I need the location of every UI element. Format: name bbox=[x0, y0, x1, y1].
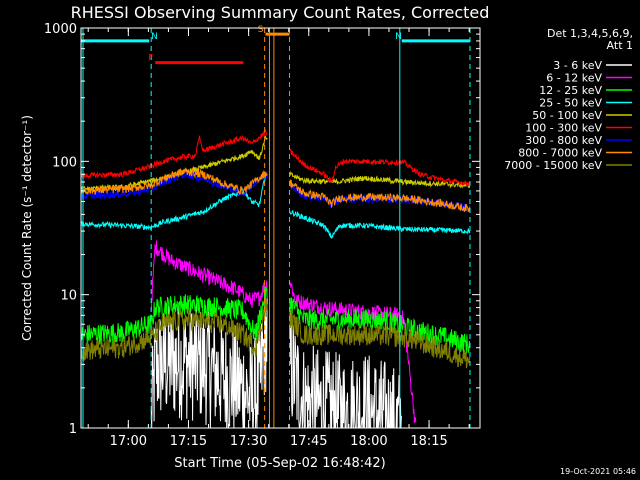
legend-label-3: 25 - 50 keV bbox=[539, 97, 602, 110]
footer-date: 19-Oct-2021 05:46 bbox=[560, 467, 636, 476]
annotation-label-1: N bbox=[395, 32, 402, 42]
y-axis-label: Corrected Count Rate (s⁻¹ detector⁻¹) bbox=[20, 115, 34, 341]
x-tick-label-5: 18:15 bbox=[410, 434, 447, 449]
series-line-7 bbox=[80, 166, 471, 212]
series-line-3 bbox=[80, 173, 471, 239]
legend-label-2: 12 - 25 keV bbox=[539, 84, 602, 97]
legend-label-4: 50 - 100 keV bbox=[532, 109, 602, 122]
x-tick-label-3: 17:45 bbox=[290, 434, 327, 449]
legend-header-0: Det 1,3,4,5,6,9, bbox=[547, 27, 633, 40]
y-tick-label-1: 10 bbox=[60, 289, 77, 304]
x-tick-label-1: 17:15 bbox=[170, 434, 207, 449]
series-line-2 bbox=[80, 286, 471, 354]
series-line-5 bbox=[80, 128, 471, 187]
x-tick-label-0: 17:00 bbox=[110, 434, 147, 449]
y-tick-label-0: 1 bbox=[69, 422, 77, 437]
axes: 1 10 100 1000 17:00 17:15 17:30 17:45 18:00 18:15 bbox=[44, 22, 480, 449]
y-tick-label-2: 100 bbox=[52, 155, 77, 170]
legend-label-6: 300 - 800 keV bbox=[525, 134, 602, 147]
chart-title: RHESSI Observing Summary Count Rates, Co… bbox=[71, 3, 490, 22]
annotation-label-0: N bbox=[151, 32, 158, 42]
series-line-1 bbox=[150, 240, 417, 423]
y-tick-label-3: 1000 bbox=[44, 22, 77, 37]
x-tick-label-4: 18:00 bbox=[350, 434, 387, 449]
legend-header-1: Att 1 bbox=[607, 39, 633, 52]
legend-label-8: 7000 - 15000 keV bbox=[504, 159, 602, 172]
legend-label-7: 800 - 7000 keV bbox=[518, 147, 602, 160]
legend-label-1: 6 - 12 keV bbox=[546, 72, 602, 85]
plot-area: N N F S bbox=[80, 25, 471, 429]
legend-label-0: 3 - 6 keV bbox=[553, 59, 602, 72]
plot-frame bbox=[80, 27, 481, 429]
series-line-8 bbox=[80, 299, 471, 369]
annotation-label-2: F bbox=[148, 54, 153, 64]
x-tick-label-2: 17:30 bbox=[230, 434, 267, 449]
x-axis-label: Start Time (05-Sep-02 16:48:42) bbox=[174, 456, 385, 471]
annotation-label-3: S bbox=[258, 25, 264, 35]
legend-label-5: 100 - 300 keV bbox=[525, 122, 602, 135]
